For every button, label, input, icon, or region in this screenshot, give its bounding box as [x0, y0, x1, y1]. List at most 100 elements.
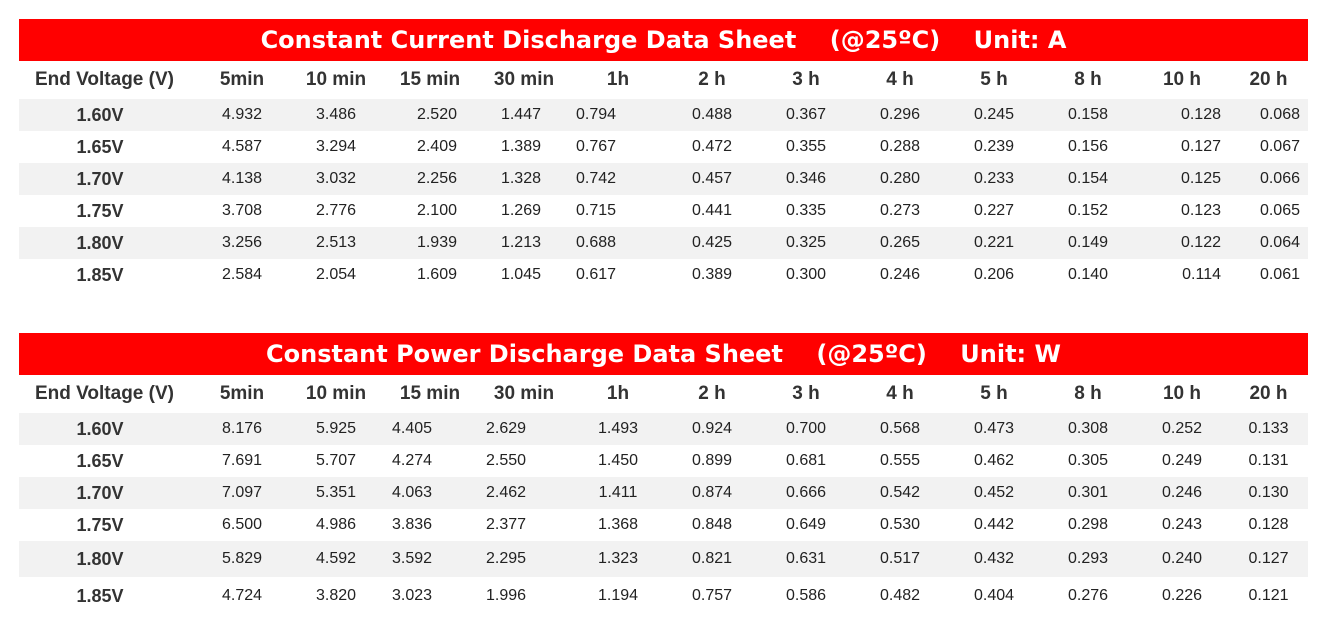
table-cell: 0.472 [665, 131, 759, 163]
table-cell: 0.452 [947, 477, 1041, 509]
table-cell: 2.295 [477, 541, 571, 577]
table-cell: 0.249 [1135, 445, 1229, 477]
end-voltage-cell: 1.65V [19, 445, 195, 477]
column-header: 3 h [792, 69, 820, 90]
end-voltage-cell: 1.70V [19, 163, 195, 195]
table-cell: 0.293 [1041, 541, 1135, 577]
table-cell: 0.127 [1229, 541, 1308, 577]
table-cell: 0.389 [665, 259, 759, 291]
table-row: 1.65V 7.691 5.707 4.274 2.550 1.450 0.89… [19, 445, 1308, 477]
table-cell: 0.067 [1229, 131, 1308, 163]
table-cell: 1.609 [383, 259, 477, 291]
table-cell: 1.368 [571, 509, 665, 541]
table-cell: 0.227 [947, 195, 1041, 227]
table-cell: 0.131 [1229, 445, 1308, 477]
end-voltage-cell: 1.60V [19, 99, 195, 131]
table-cell: 2.513 [289, 227, 383, 259]
end-voltage-cell: 1.60V [19, 413, 195, 445]
table-cell: 3.023 [383, 577, 477, 615]
table-row: 1.60V 4.932 3.486 2.520 1.447 0.794 0.48… [19, 99, 1308, 131]
table-cell: 0.874 [665, 477, 759, 509]
table-cell: 2.520 [383, 99, 477, 131]
table-cell: 0.246 [1135, 477, 1229, 509]
column-header: 1h [606, 383, 630, 404]
table-cell: 0.239 [947, 131, 1041, 163]
end-voltage-cell: 1.65V [19, 131, 195, 163]
table-cell: 0.252 [1135, 413, 1229, 445]
table-cell: 0.128 [1229, 509, 1308, 541]
table-cell: 0.280 [853, 163, 947, 195]
table-cell: 0.899 [665, 445, 759, 477]
table-cell: 2.629 [477, 413, 571, 445]
table-cell: 0.276 [1041, 577, 1135, 615]
table-cell: 0.617 [571, 259, 665, 291]
table-cell: 3.256 [195, 227, 289, 259]
table-row: 1.65V 4.587 3.294 2.409 1.389 0.767 0.47… [19, 131, 1308, 163]
column-header: 2 h [698, 69, 726, 90]
table-cell: 0.442 [947, 509, 1041, 541]
table-cell: 0.243 [1135, 509, 1229, 541]
table-cell: 0.586 [759, 577, 853, 615]
table-cell: 7.097 [195, 477, 289, 509]
table-cell: 2.256 [383, 163, 477, 195]
table-cell: 1.447 [477, 99, 571, 131]
table-cell: 0.296 [853, 99, 947, 131]
table-cell: 0.568 [853, 413, 947, 445]
table-cell: 0.156 [1041, 131, 1135, 163]
table-row: 1.80V 5.829 4.592 3.592 2.295 1.323 0.82… [19, 541, 1308, 577]
table-cell: 4.932 [195, 99, 289, 131]
table-cell: 1.213 [477, 227, 571, 259]
table-cell: 1.939 [383, 227, 477, 259]
table-cell: 0.128 [1135, 99, 1229, 131]
table-cell: 5.925 [289, 413, 383, 445]
table-cell: 0.288 [853, 131, 947, 163]
table-cell: 0.681 [759, 445, 853, 477]
table-cell: 0.335 [759, 195, 853, 227]
column-header: 15 min [399, 383, 461, 404]
end-voltage-cell: 1.75V [19, 195, 195, 227]
table-cell: 0.715 [571, 195, 665, 227]
table-cell: 0.924 [665, 413, 759, 445]
table-cell: 4.724 [195, 577, 289, 615]
table-cell: 1.194 [571, 577, 665, 615]
table-cell: 0.273 [853, 195, 947, 227]
table-cell: 1.045 [477, 259, 571, 291]
table-cell: 0.123 [1135, 195, 1229, 227]
table-cell: 2.054 [289, 259, 383, 291]
table-cell: 4.592 [289, 541, 383, 577]
table-cell: 0.794 [571, 99, 665, 131]
table-cell: 0.125 [1135, 163, 1229, 195]
table-cell: 0.649 [759, 509, 853, 541]
table-row: 1.75V 3.708 2.776 2.100 1.269 0.715 0.44… [19, 195, 1308, 227]
table-cell: 1.389 [477, 131, 571, 163]
table-cell: 0.757 [665, 577, 759, 615]
table-cell: 4.274 [383, 445, 477, 477]
table-row: 1.75V 6.500 4.986 3.836 2.377 1.368 0.84… [19, 509, 1308, 541]
table-cell: 2.584 [195, 259, 289, 291]
table-cell: 2.100 [383, 195, 477, 227]
table-cell: 0.517 [853, 541, 947, 577]
column-header: 10 min [305, 69, 367, 90]
table-cell: 0.152 [1041, 195, 1135, 227]
table-cell: 1.493 [571, 413, 665, 445]
table-cell: 0.246 [853, 259, 947, 291]
table-row: 1.85V 4.724 3.820 3.023 1.996 1.194 0.75… [19, 577, 1308, 615]
table-cell: 0.555 [853, 445, 947, 477]
column-header: 5 h [980, 69, 1008, 90]
power-discharge-table: End Voltage (V) 5min 10 min 15 min 30 mi… [19, 375, 1308, 615]
column-header: End Voltage (V) [35, 69, 174, 90]
table-cell: 0.301 [1041, 477, 1135, 509]
table-cell: 4.063 [383, 477, 477, 509]
table-cell: 0.462 [947, 445, 1041, 477]
column-header: 30 min [493, 69, 555, 90]
table-cell: 0.206 [947, 259, 1041, 291]
table-row: 1.85V 2.584 2.054 1.609 1.045 0.617 0.38… [19, 259, 1308, 291]
table-cell: 3.294 [289, 131, 383, 163]
table-cell: 0.425 [665, 227, 759, 259]
table-cell: 0.457 [665, 163, 759, 195]
column-header: 30 min [493, 383, 555, 404]
table-cell: 0.158 [1041, 99, 1135, 131]
power-sheet-title: Constant Power Discharge Data Sheet (@25… [19, 333, 1308, 375]
table-header-row: End Voltage (V) 5min 10 min 15 min 30 mi… [19, 375, 1308, 413]
column-header: 15 min [399, 69, 461, 90]
